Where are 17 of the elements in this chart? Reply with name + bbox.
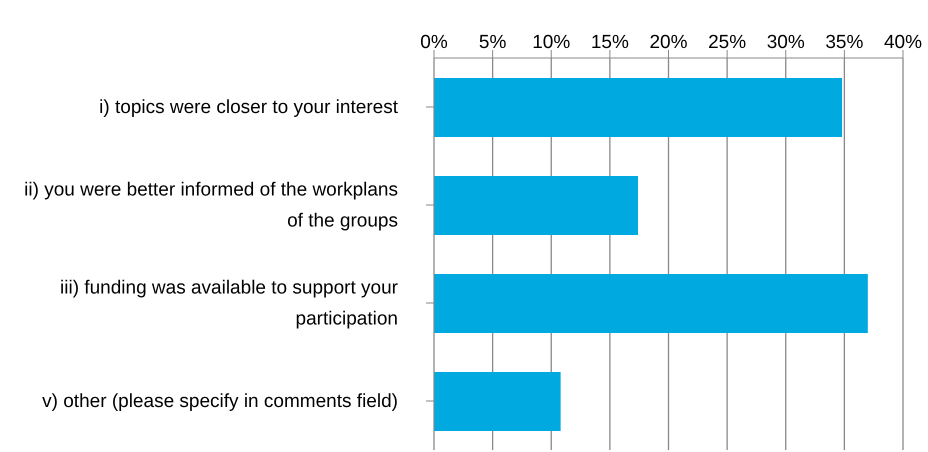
- x-tick-label: 30%: [766, 32, 805, 53]
- y-tick-label: iii) funding was available to support your participation: [60, 278, 399, 330]
- x-tick-label: 10%: [532, 32, 570, 53]
- bar: [434, 372, 561, 431]
- bar: [434, 78, 842, 137]
- y-tick-label: ii) you were better informed of the workplans of the groups: [24, 180, 398, 232]
- x-tick-label: 0%: [420, 32, 448, 53]
- x-tick-label: 40%: [884, 32, 922, 53]
- x-tick-label: 5%: [478, 32, 506, 53]
- x-tick-label: 15%: [590, 32, 629, 53]
- x-tick-label: 25%: [708, 32, 746, 53]
- x-tick-label: 20%: [649, 32, 688, 53]
- bar: [434, 176, 638, 235]
- bar: [434, 274, 868, 333]
- x-tick-label: 35%: [825, 32, 864, 53]
- y-tick-label: v) other (please specify in comments field): [42, 391, 398, 412]
- y-tick-label: i) topics were closer to your interest: [99, 97, 399, 118]
